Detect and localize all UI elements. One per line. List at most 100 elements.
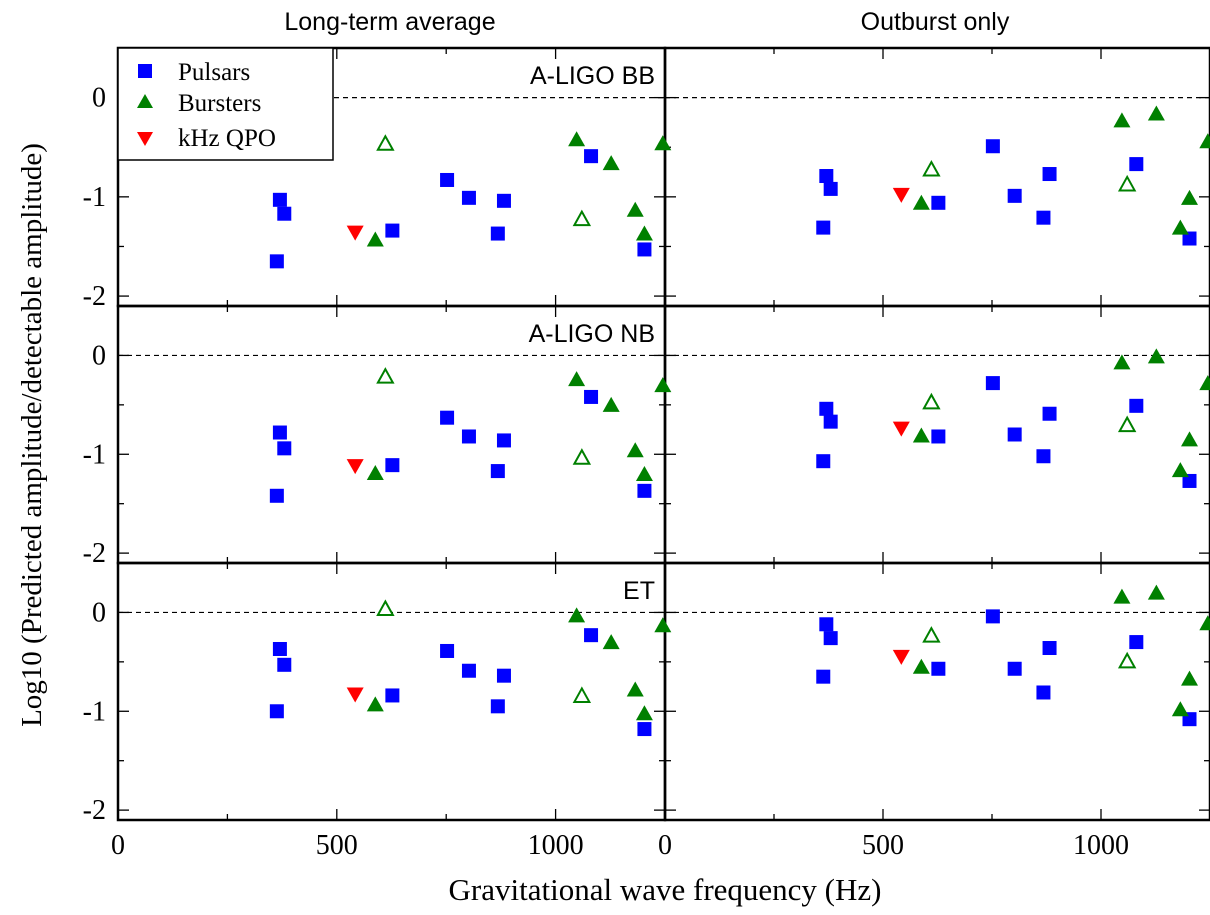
pulsar-point [816, 220, 831, 235]
burster-point [602, 155, 620, 171]
khz-qpo-point [892, 649, 910, 665]
pulsar-point [1036, 685, 1051, 700]
pulsar-point [272, 425, 287, 440]
pulsar-point [1182, 473, 1197, 488]
column-title-right: Outburst only [861, 8, 1010, 36]
y-tick-label: -2 [83, 538, 106, 569]
burster-open-point [572, 448, 592, 465]
pulsar-point [461, 190, 476, 205]
burster-point [602, 396, 620, 412]
y-tick-label: -2 [83, 281, 106, 312]
pulsar-point [1042, 167, 1057, 182]
x-tick-label: 1000 [1073, 830, 1129, 861]
burster-open-point [1117, 415, 1137, 433]
chart-marks [269, 105, 1210, 737]
legend-label-bursters: Bursters [178, 90, 261, 117]
burster-point [1147, 348, 1165, 364]
pulsar-point [1129, 157, 1144, 172]
pulsar-point [584, 628, 599, 643]
pulsar-point [931, 195, 946, 210]
y-tick-label: -1 [83, 182, 106, 213]
y-tick-label: -2 [83, 795, 106, 826]
burster-point [1171, 701, 1189, 717]
pulsar-point [819, 401, 834, 416]
burster-point [1113, 588, 1131, 604]
pulsar-point [269, 704, 284, 719]
pulsar-point [1036, 210, 1051, 225]
x-tick-label: 500 [862, 830, 904, 861]
burster-open-point [376, 134, 395, 151]
column-title-left: Long-term average [284, 8, 495, 36]
burster-point [635, 466, 653, 482]
burster-point [912, 427, 930, 443]
y-tick-label: -1 [83, 696, 106, 727]
burster-point [626, 442, 644, 458]
legend-pulsar-marker [138, 64, 152, 78]
pulsar-point [584, 149, 599, 164]
legend-label-pulsars: Pulsars [178, 59, 250, 86]
legend-label-kHz-qpo: kHz QPO [178, 125, 276, 152]
burster-open-point [376, 367, 395, 384]
pulsar-point [1007, 427, 1022, 442]
burster-point [626, 201, 644, 217]
pulsar-point [1007, 188, 1022, 203]
burster-point [568, 607, 586, 623]
pulsar-point [637, 722, 652, 737]
khz-qpo-point [892, 421, 910, 437]
pulsar-point [931, 429, 946, 444]
burster-point [1199, 615, 1210, 631]
burster-point [626, 681, 644, 697]
burster-point [366, 465, 384, 481]
x-tick-label: 1000 [528, 830, 584, 861]
burster-point [635, 225, 653, 241]
legend: Pulsars Bursters kHz QPO [117, 47, 334, 161]
burster-point [1181, 431, 1199, 447]
pulsar-point [490, 699, 505, 714]
x-tick-label: 0 [111, 830, 125, 861]
y-tick-label: 0 [92, 597, 106, 628]
pulsar-point [277, 441, 292, 456]
khz-qpo-point [346, 687, 364, 703]
burster-open-point [572, 686, 592, 703]
pulsar-point [496, 193, 511, 208]
burster-open-point [1117, 651, 1137, 669]
y-tick-label: 0 [92, 83, 106, 114]
burster-point [635, 705, 653, 721]
burster-open-point [922, 159, 941, 177]
pulsar-point [461, 429, 476, 444]
burster-open-point [922, 626, 941, 643]
pulsar-point [272, 192, 287, 207]
pulsar-point [277, 657, 292, 672]
y-axis-label: Log10 (Predicted amplitude/detectable am… [16, 143, 48, 727]
burster-point [366, 231, 384, 247]
panel-frames: 0-1-2A-LIGO BB0-1-2A-LIGO NB0-1-20 500 100… [83, 46, 1210, 861]
pulsar-point [490, 464, 505, 479]
khz-qpo-point [892, 187, 910, 203]
pulsar-point [269, 254, 284, 269]
pulsar-point [1129, 398, 1144, 413]
burster-point [1147, 584, 1165, 600]
burster-open-point [1117, 174, 1137, 192]
burster-point [1181, 670, 1199, 686]
burster-point [1199, 375, 1210, 391]
panel-3-2-frame [663, 561, 1210, 822]
burster-point [1171, 462, 1189, 478]
pulsar-point [985, 139, 1000, 154]
pulsar-point [1042, 406, 1057, 421]
pulsar-point [819, 169, 834, 184]
legend-qpo-marker [137, 132, 153, 146]
pulsar-point [440, 172, 455, 187]
detector-label: ET [623, 577, 655, 605]
pulsar-point [385, 688, 400, 703]
y-tick-label: 0 [92, 340, 106, 371]
pulsar-point [584, 389, 599, 404]
detector-label: A-LIGO NB [529, 320, 655, 348]
pulsar-point [461, 663, 476, 678]
burster-point [654, 617, 672, 633]
burster-point [1199, 133, 1210, 149]
x-axis-label: Gravitational wave frequency (Hz) [449, 872, 882, 907]
burster-point [568, 131, 586, 147]
burster-open-point [572, 209, 592, 227]
pulsar-point [490, 226, 505, 241]
pulsar-point [637, 483, 652, 498]
